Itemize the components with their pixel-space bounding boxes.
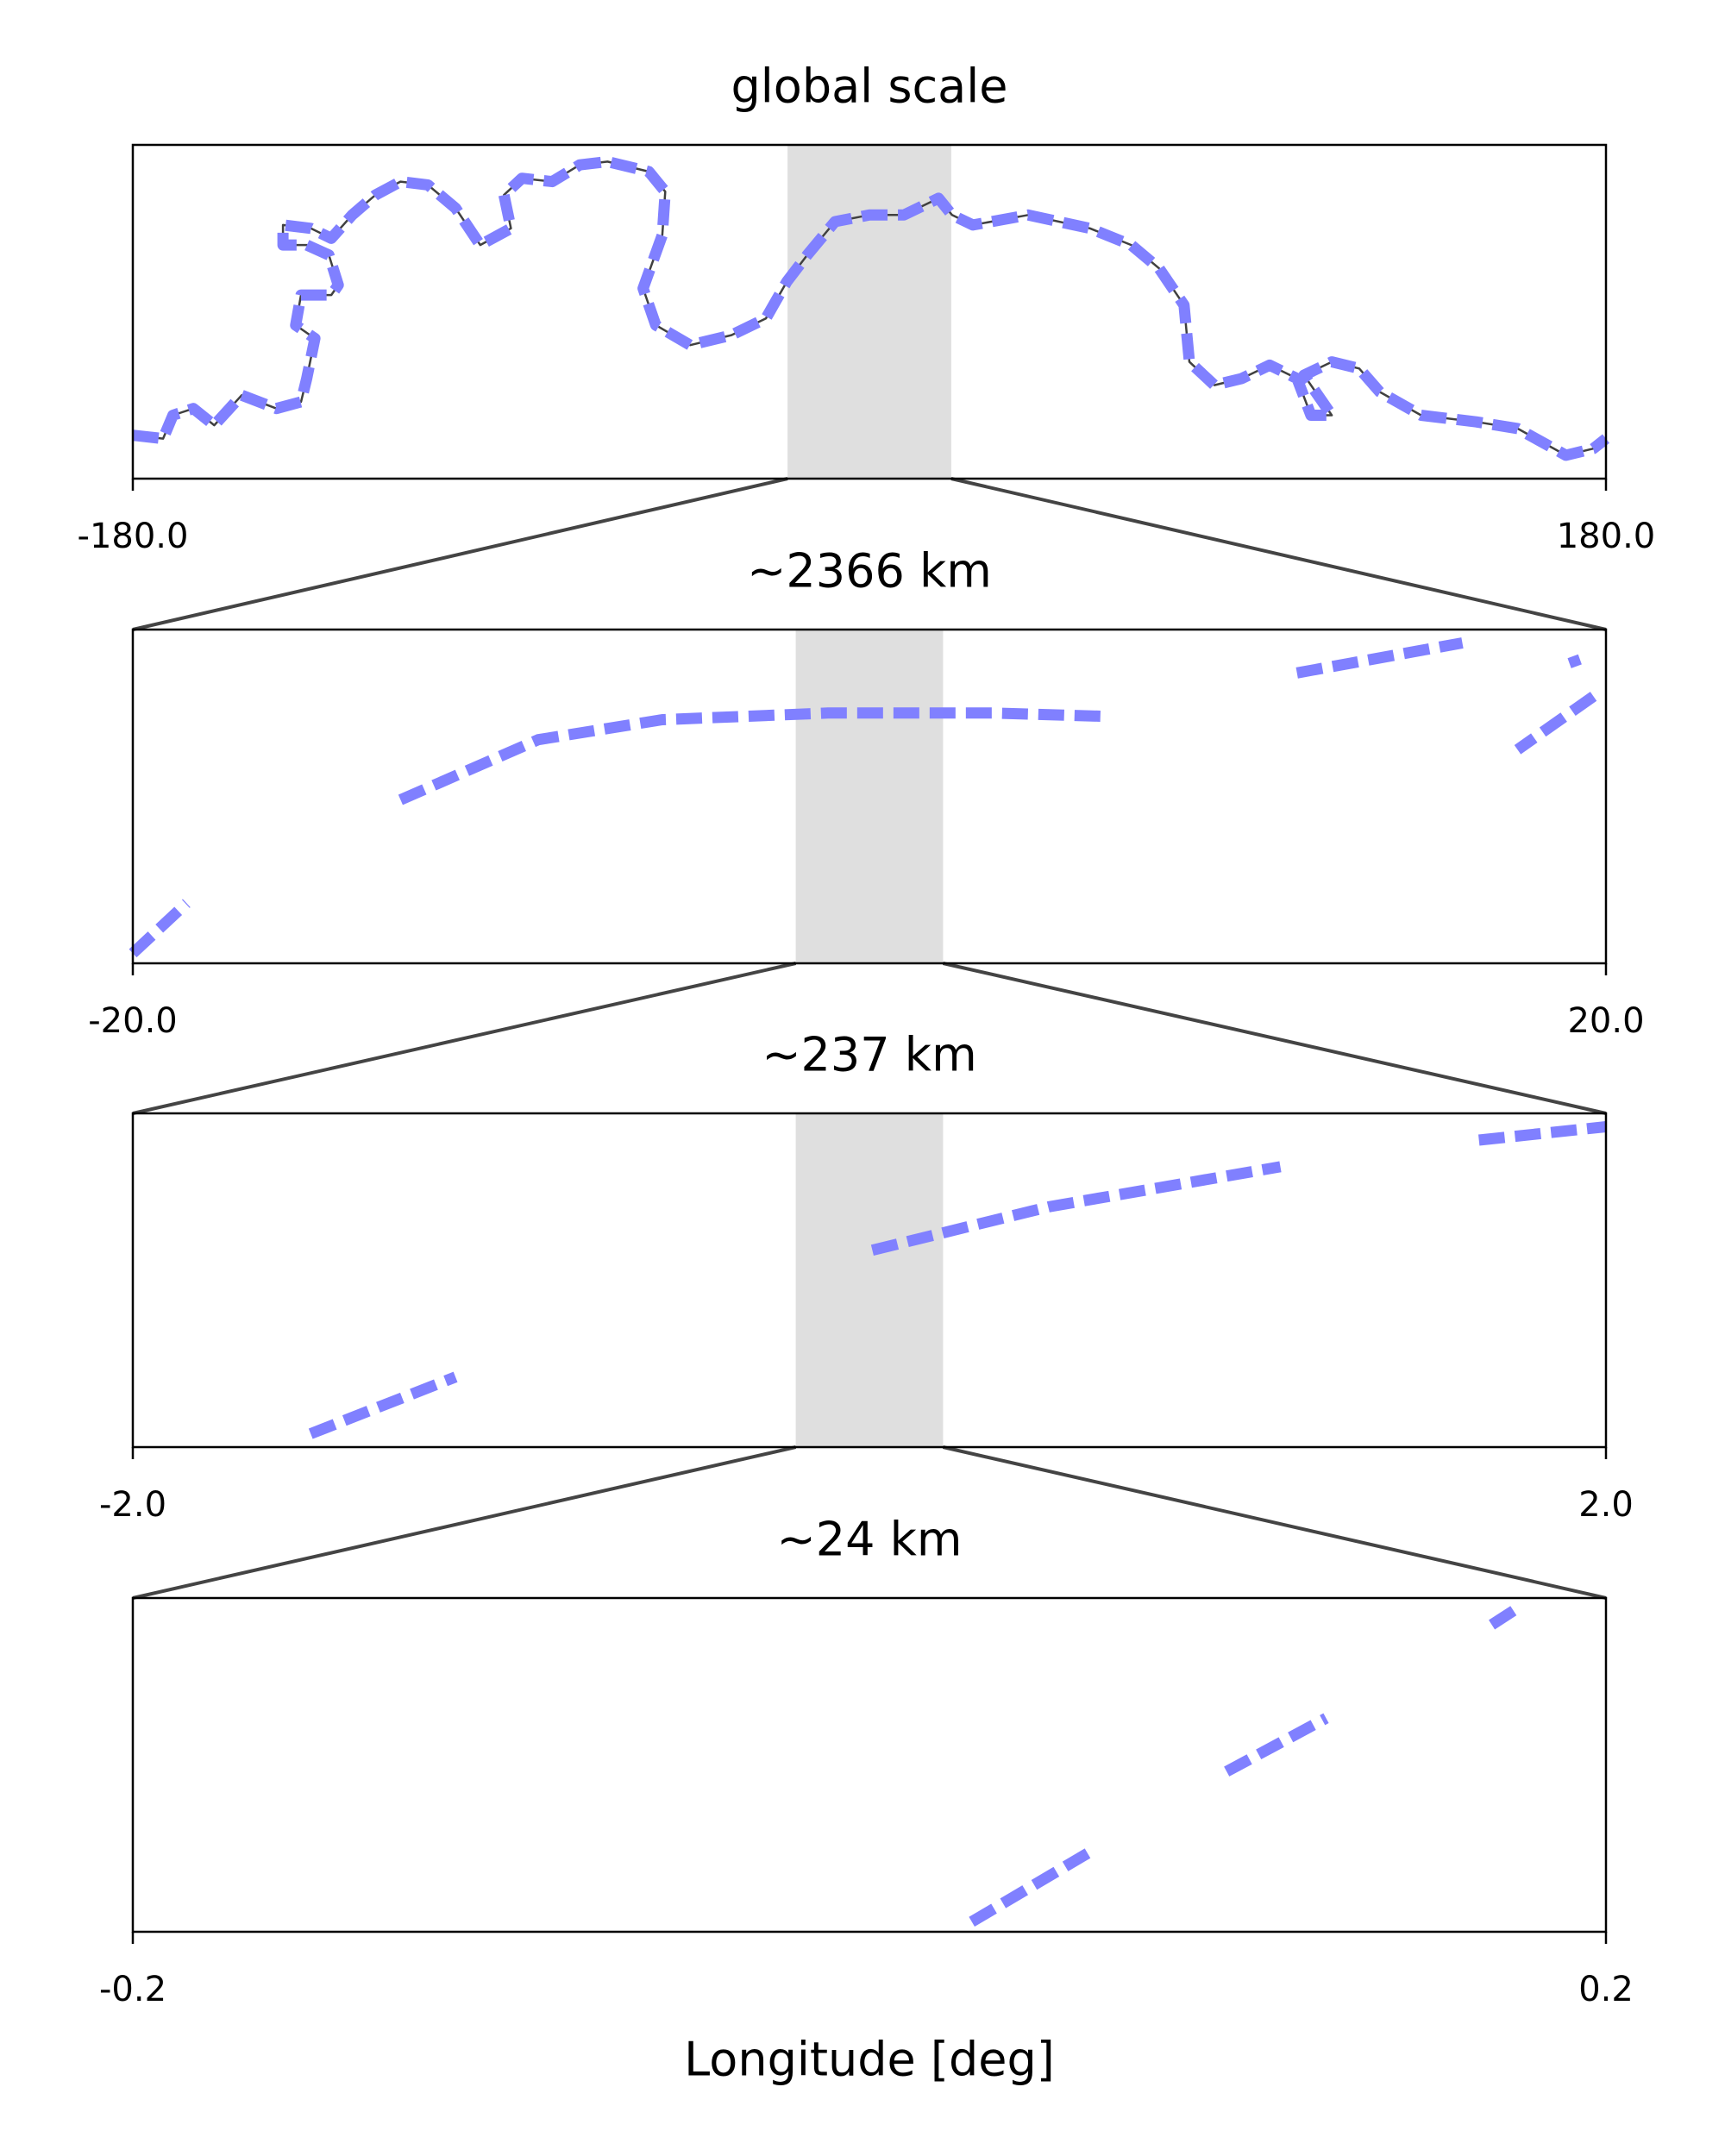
plot-frame (131, 1112, 1608, 1449)
zoom-connector (132, 477, 788, 631)
panel-title: ~237 km (762, 1028, 976, 1082)
x-axis-label: Longitude [deg] (684, 2033, 1055, 2087)
zoom-connector (950, 477, 1607, 631)
data-line (969, 1603, 1521, 1927)
x-tick-label: -180.0 (78, 517, 189, 556)
zoom-connector (942, 962, 1607, 1115)
x-tick-label: 20.0 (1567, 1001, 1644, 1041)
plot-frame (131, 1596, 1608, 1934)
zoom-connector (132, 962, 797, 1115)
zoom-span (795, 630, 944, 963)
x-tick-label: 180.0 (1557, 517, 1656, 556)
panel-title: global scale (731, 60, 1008, 114)
plot-frame (131, 143, 1608, 480)
plot-frame (131, 628, 1608, 965)
data-line (132, 155, 1610, 461)
data-line (129, 637, 1597, 958)
x-tick-label: 0.2 (1578, 1970, 1634, 2009)
x-tick-label: -20.0 (88, 1001, 178, 1041)
data-line (308, 1121, 1607, 1439)
x-tick-label: -0.2 (99, 1970, 166, 2009)
zoom-connector (942, 1445, 1607, 1600)
panel-title: ~24 km (777, 1513, 963, 1567)
zoom-connector (132, 1445, 797, 1600)
x-tick-label: 2.0 (1578, 1485, 1634, 1525)
zoom-span (795, 1113, 944, 1447)
x-tick-label: -2.0 (99, 1485, 166, 1525)
panel-title: ~2366 km (747, 544, 992, 599)
zoom-span (787, 145, 951, 479)
